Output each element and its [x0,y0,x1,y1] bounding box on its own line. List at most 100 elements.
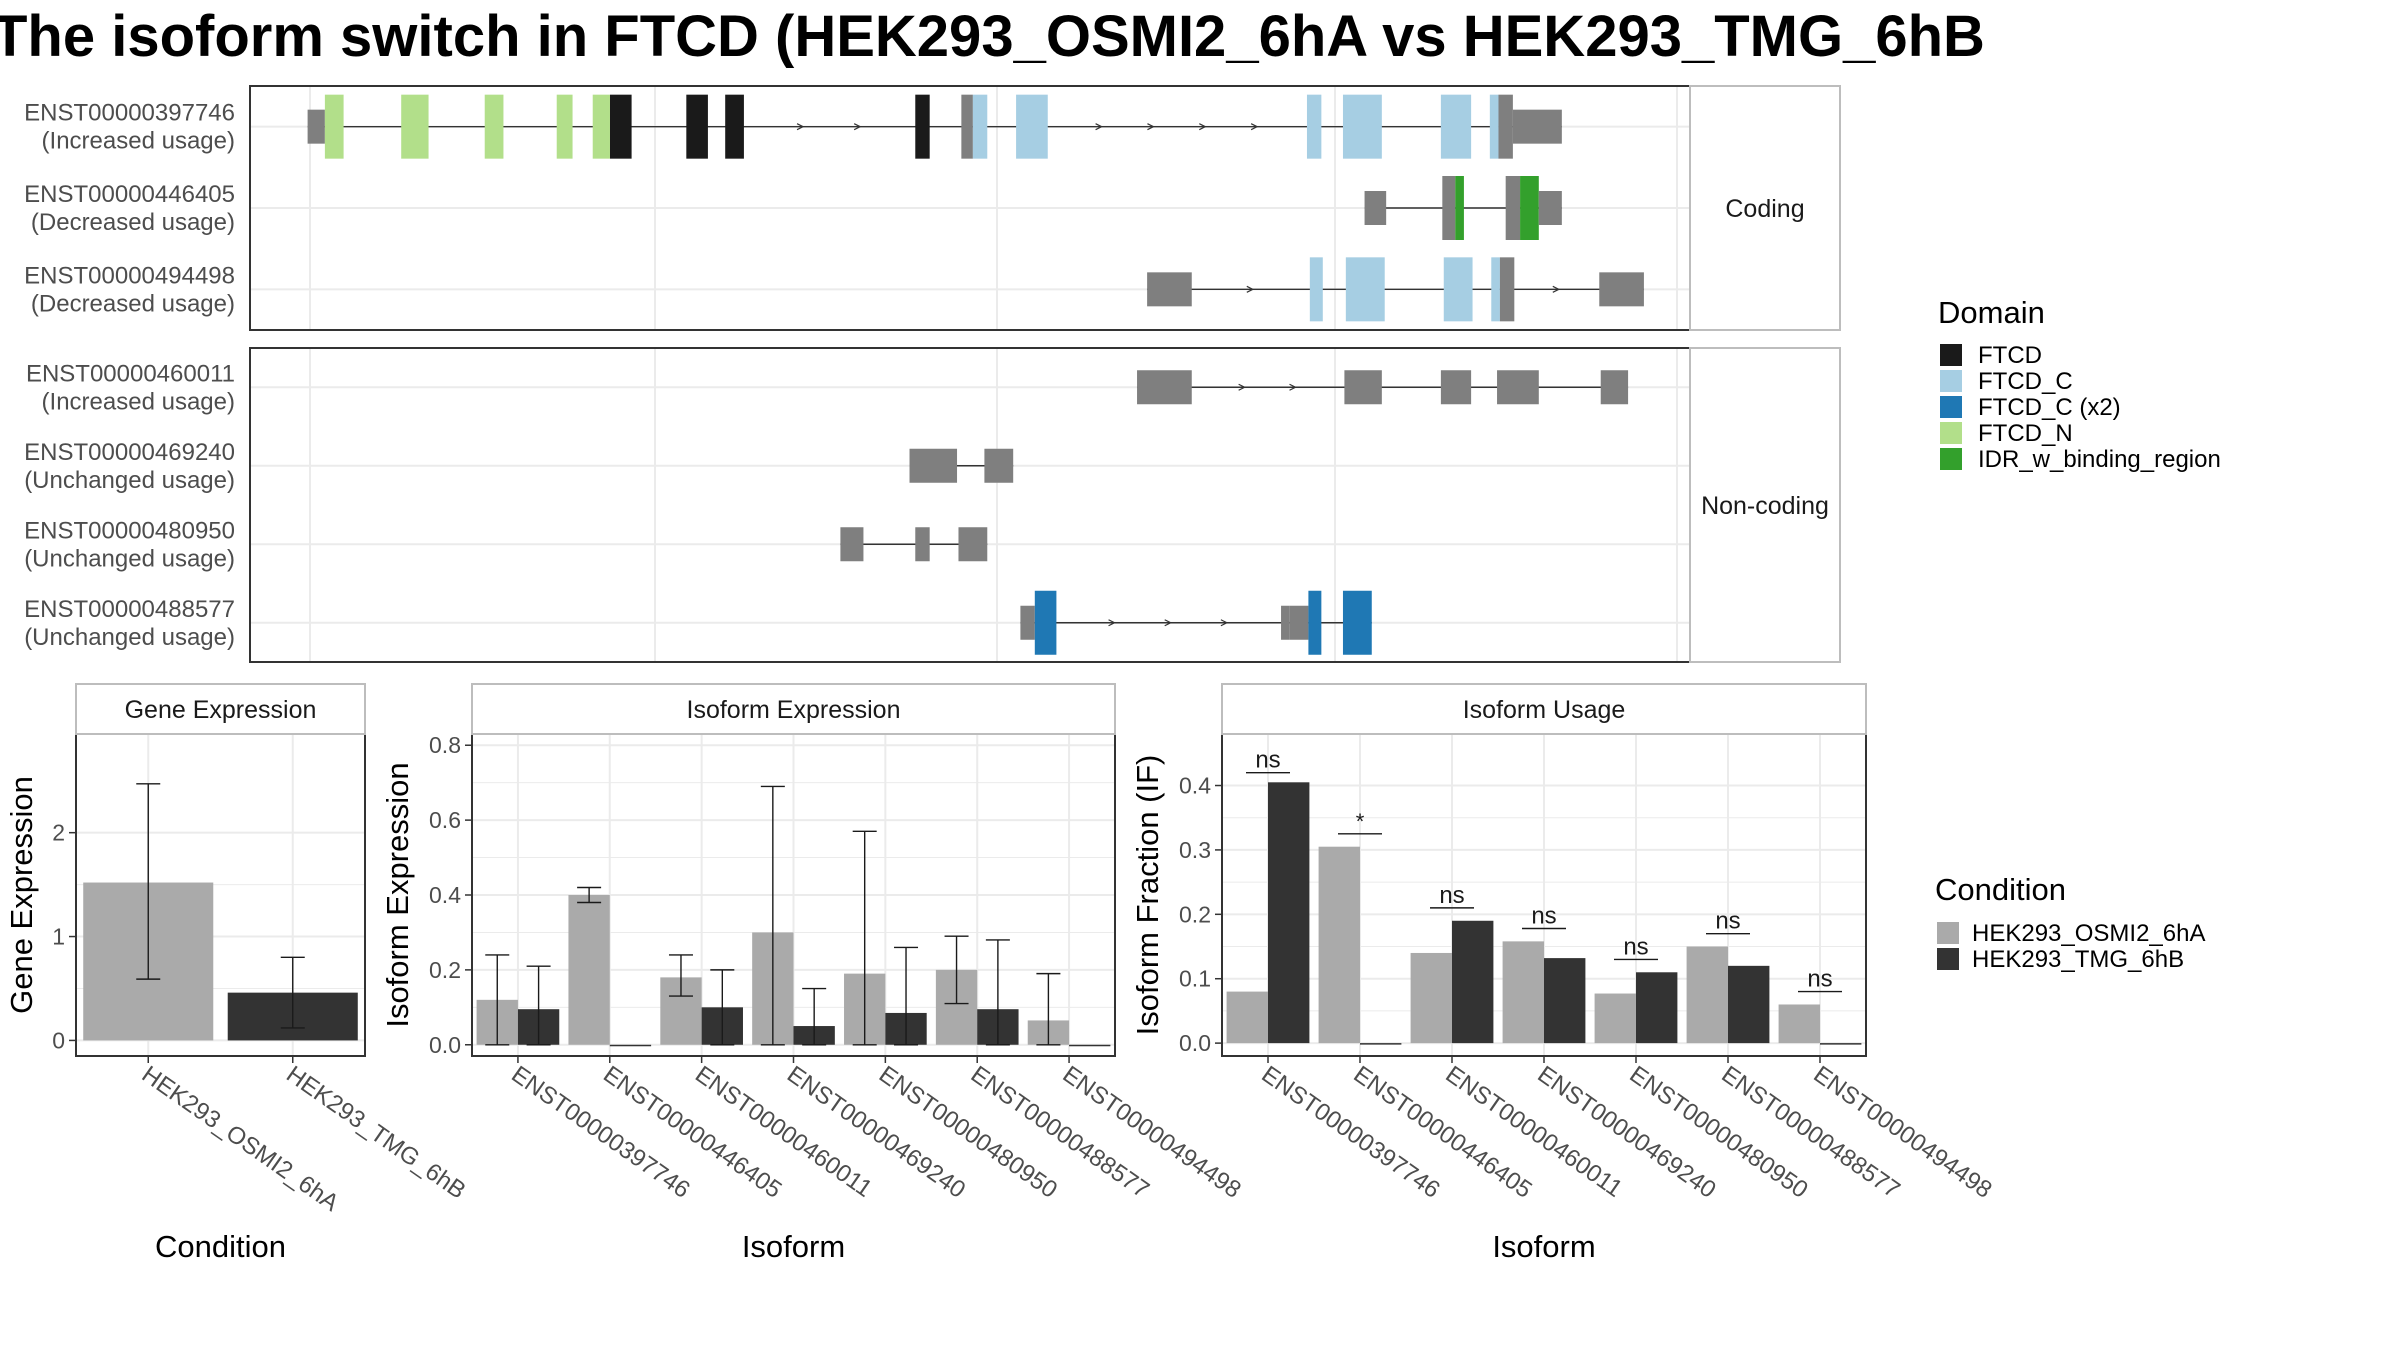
exon-block [1512,109,1562,144]
x-axis-title: Isoform [1492,1229,1595,1264]
isoform-id-label: ENST00000494498 [24,262,235,289]
exon-block [1498,94,1513,159]
isoform-id-label: ENST00000469240 [24,439,235,466]
exon-block [1342,94,1382,159]
exon-block [1600,370,1629,405]
exon-block [556,94,573,159]
isoform-track: ENST00000469240(Unchanged usage) [24,439,1014,494]
exon-block [915,527,930,562]
exon-block [1342,590,1372,655]
exon-block [1016,94,1048,159]
bar [568,895,610,1045]
isoform-id-label: ENST00000488577 [24,596,235,623]
significance-label: ns [1715,908,1740,935]
significance-label: ns [1807,966,1832,993]
exon-block [1599,272,1644,307]
significance-label: ns [1531,902,1556,929]
panel-strip-label: Gene Expression [125,696,317,724]
legend-label: FTCD_C (x2) [1978,394,2121,421]
strand-arrow [1164,619,1173,627]
panel-strip [75,683,366,735]
y-tick-label: 0.6 [429,807,461,833]
panel-strip [1221,683,1867,735]
exon-block [725,94,744,159]
panel-strip-label: Isoform Usage [1463,696,1626,724]
isoform-track: ENST00000480950(Unchanged usage) [24,517,988,572]
exon-block [1499,257,1515,322]
strand-arrow [1289,383,1297,391]
strand-arrow [1220,619,1229,627]
isoform-usage-label: (Unchanged usage) [24,545,235,572]
y-tick-label: 0.3 [1179,837,1211,863]
strand-arrow [1552,285,1561,293]
figure-title: The isoform switch in FTCD (HEK293_OSMI2… [0,4,1985,69]
exon-block [1491,257,1500,322]
strand-arrow [1108,619,1116,627]
y-tick-label: 1 [52,924,65,950]
y-tick-label: 0.2 [429,957,461,983]
exon-block [984,448,1014,483]
legend-label: HEK293_OSMI2_6hA [1972,920,2205,947]
bar [1636,972,1678,1044]
legend-swatch [1940,396,1962,418]
exon-block [307,109,325,144]
facet-strip [1689,85,1841,331]
exon-block [909,448,958,483]
legend-label: FTCD_N [1978,420,2073,447]
exon-block [592,94,610,159]
exon-block [610,94,632,159]
bar-panel-2: 0.00.20.40.60.8ENST00000397746ENST000004… [380,683,1246,1264]
exon-block [961,94,973,159]
y-tick-label: 0 [52,1027,65,1053]
exon-block [1442,176,1456,240]
bar [1544,958,1586,1044]
exon-block [1345,257,1385,322]
bar [1594,993,1636,1044]
exon-block [1443,257,1473,322]
exon-block [1289,605,1309,640]
exon-block [1308,590,1322,655]
panel-strip [471,683,1116,735]
isoform-track: ENST00000494498(Decreased usage) [24,257,1644,322]
x-axis-title: Condition [155,1229,286,1264]
facet-panel-background [250,348,1690,662]
exon-block [972,94,988,159]
bar [1410,952,1452,1044]
exon-block [401,94,429,159]
y-axis-title: Isoform Fraction (IF) [1130,755,1165,1036]
exon-block [1520,176,1539,240]
isoform-usage-label: (Decreased usage) [31,290,235,317]
bar [1318,846,1360,1044]
strand-arrow [1238,383,1246,391]
legend-label: HEK293_TMG_6hB [1972,946,2184,973]
isoform-usage-label: (Increased usage) [42,388,235,415]
exon-block [324,94,344,159]
exon-block [1309,257,1323,322]
strand-arrow [853,123,862,131]
isoform-id-label: ENST00000480950 [24,517,235,544]
exon-block [1440,370,1472,405]
strand-arrow [1147,123,1155,131]
legend-label: FTCD [1978,342,2042,369]
legend-swatch [1940,370,1962,392]
strand-arrow [1095,123,1103,131]
significance-label: ns [1623,933,1648,960]
strand-arrow [1199,123,1207,131]
exon-block [1455,176,1464,240]
exon-block [1497,370,1539,405]
legend-title: Condition [1935,872,2066,907]
y-tick-label: 0.0 [1179,1030,1211,1056]
isoform-usage-label: (Unchanged usage) [24,467,235,494]
bar [1069,1044,1111,1047]
exon-block [1440,94,1472,159]
gene-structure-facet-1: ENST00000460011(Increased usage)ENST0000… [24,347,1841,663]
bar [1360,1043,1402,1045]
y-tick-label: 0.4 [1179,773,1211,799]
exon-block [1147,272,1192,307]
strand-arrow [796,123,805,131]
significance-label: ns [1255,747,1280,774]
y-axis-title: Gene Expression [4,776,39,1014]
gene-structure-facet-0: ENST00000397746(Increased usage)ENST0000… [24,85,1841,331]
legend-label: FTCD_C [1978,368,2073,395]
